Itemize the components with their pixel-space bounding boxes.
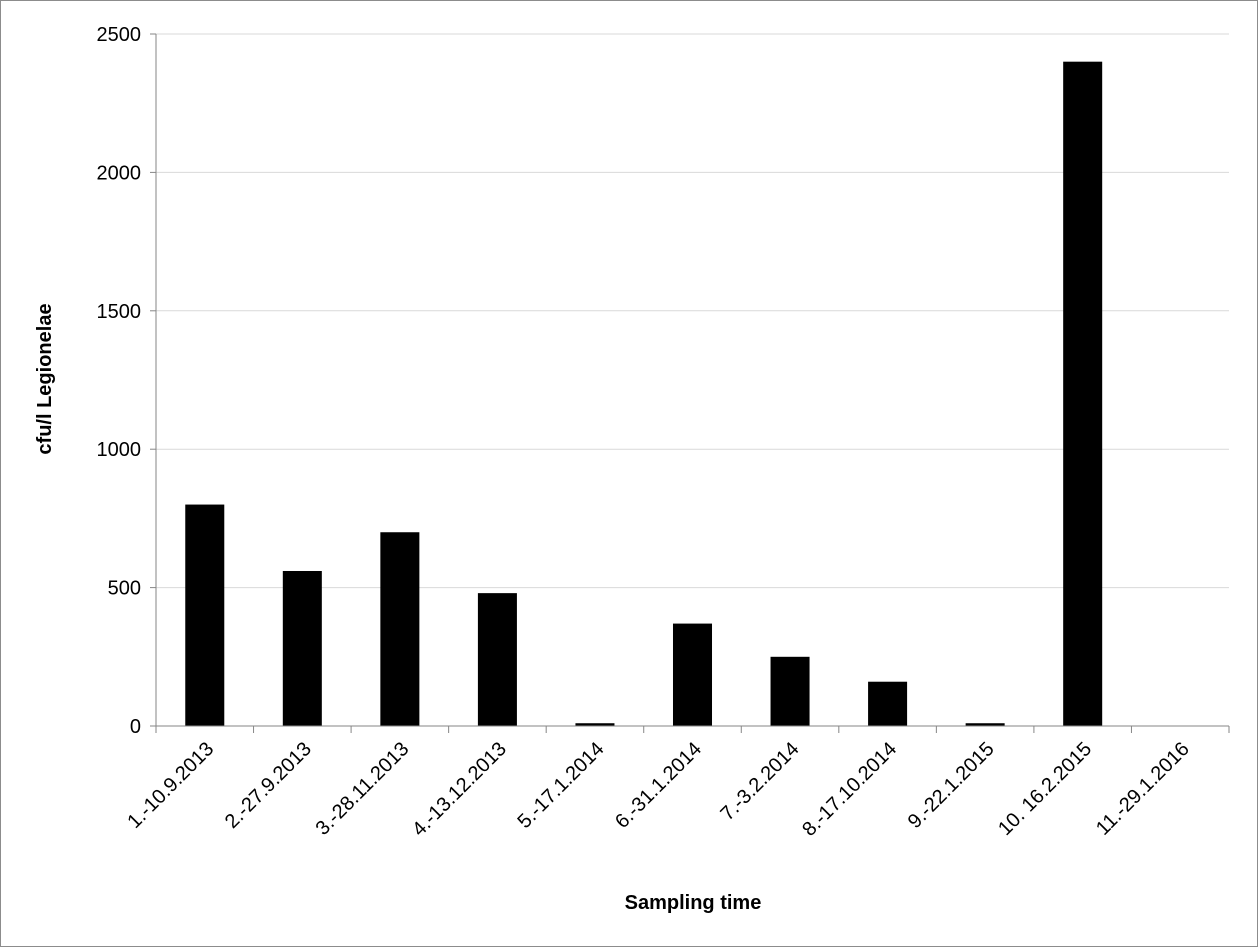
y-tick-label: 2000 (97, 162, 142, 184)
y-tick-label: 500 (108, 578, 141, 600)
x-tick-label: 6.-31.1.2014 (611, 738, 706, 833)
x-tick-label: 7.-3.2.2014 (716, 738, 803, 825)
bar (185, 504, 225, 726)
bar (965, 723, 1005, 726)
y-tick-labels: 0 500 1000 1500 2000 2500 (97, 24, 142, 738)
x-tick-label: 3.-28.11.2013 (312, 738, 414, 840)
x-tick-label: 10. 16.2.2015 (994, 738, 1096, 840)
x-tick-label: 4.-13.12.2013 (408, 738, 511, 841)
x-tick-label: 2.-27.9.2013 (221, 738, 316, 833)
bar (380, 532, 420, 726)
x-tick-label: 9.-22.1.2015 (904, 738, 999, 833)
y-tick-label: 0 (130, 716, 141, 738)
axes (150, 33, 1230, 733)
x-tick-label: 1.-10.9.2013 (123, 738, 218, 833)
bars (185, 61, 1103, 727)
bar (672, 623, 713, 726)
x-tick-label: 8.-17.10.2014 (798, 738, 901, 841)
x-tick-labels: 1.-10.9.2013 2.-27.9.20133.-28.11.20134.-… (123, 738, 1193, 841)
bar (868, 681, 908, 726)
y-tick-label: 1500 (97, 301, 142, 323)
gridlines (156, 33, 1229, 589)
bar (1063, 61, 1103, 727)
bar (282, 570, 322, 726)
bar (575, 723, 615, 726)
y-tick-label: 2500 (97, 24, 142, 46)
y-axis-title: cfu/l Legionelae (34, 303, 56, 454)
x-axis-title: Sampling time (625, 892, 762, 914)
x-tick-label: 11.-29.1.2016 (1092, 738, 1194, 840)
bar (770, 656, 810, 726)
y-tick-label: 1000 (97, 439, 142, 461)
bar (477, 593, 517, 726)
x-tick-label: 5.-17.1.2014 (514, 738, 609, 833)
